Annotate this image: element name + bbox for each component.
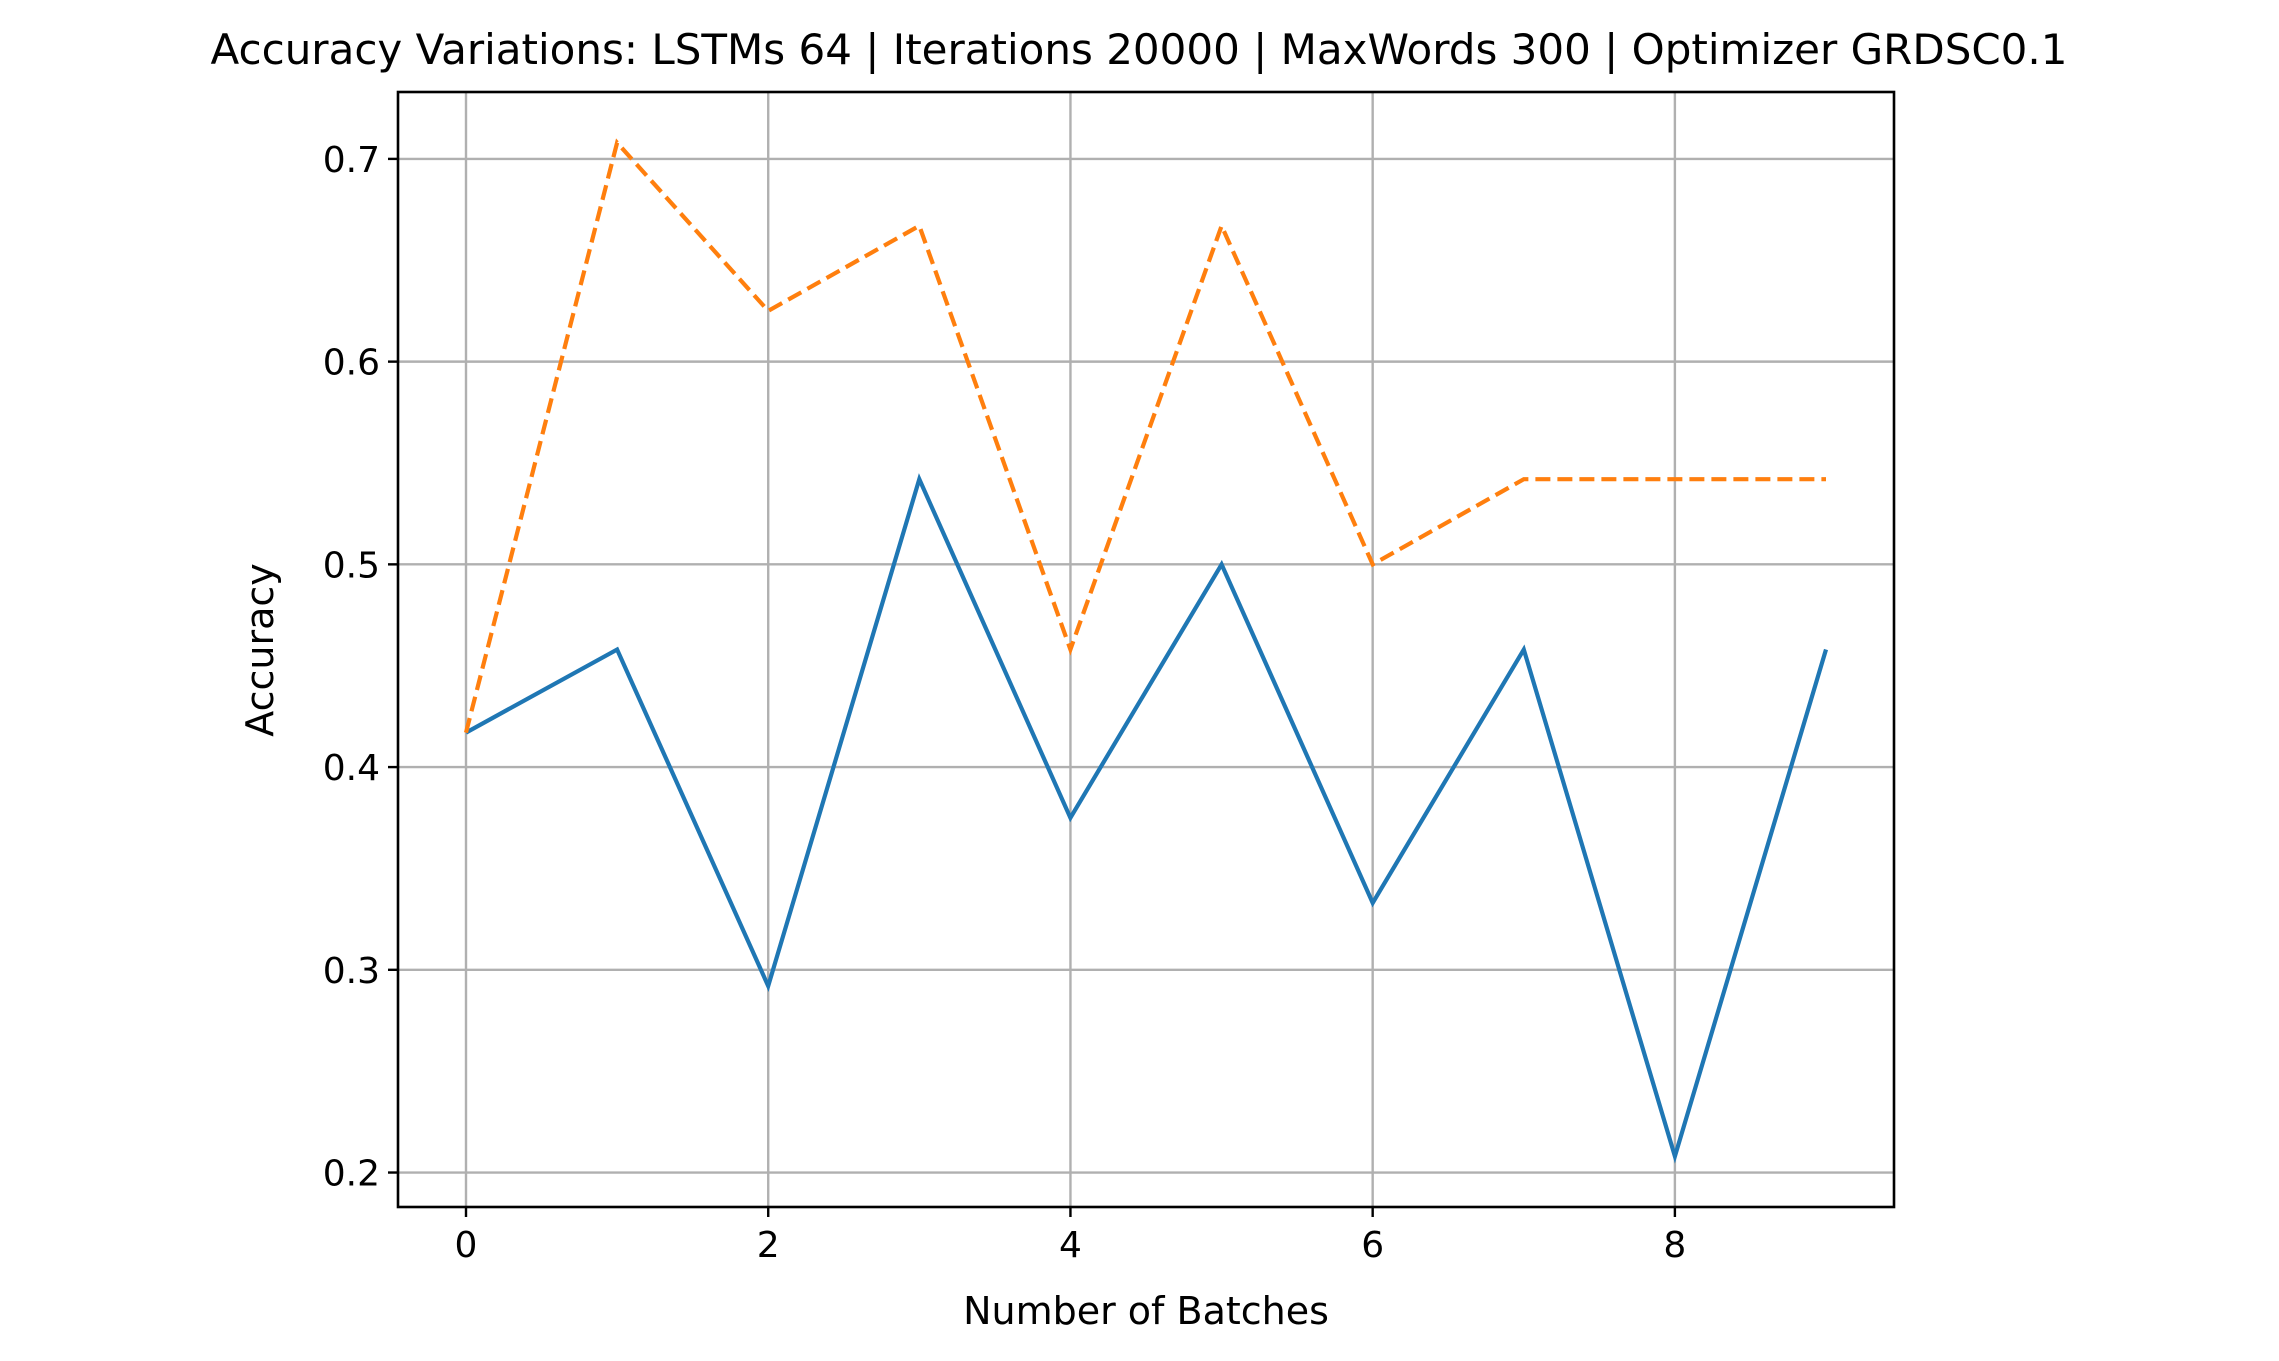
x-tick-label: 2 <box>757 1225 780 1266</box>
y-axis-label: Accuracy <box>238 563 282 737</box>
y-tick-label: 0.4 <box>323 748 380 789</box>
y-tick-label: 0.5 <box>323 545 380 586</box>
x-tick-label: 4 <box>1059 1225 1082 1266</box>
x-tick-label: 8 <box>1663 1225 1686 1266</box>
axis-ticks: 0 2 4 6 8 0.2 0.3 0.4 0.5 0.6 0.7 <box>323 140 1687 1266</box>
x-tick-label: 6 <box>1361 1225 1384 1266</box>
x-tick-label: 0 <box>455 1225 478 1266</box>
y-tick-label: 0.2 <box>323 1154 380 1195</box>
series-line-solid <box>464 473 1829 1164</box>
y-tick-label: 0.7 <box>323 140 380 181</box>
x-axis-label: Number of Batches <box>963 1289 1329 1333</box>
grid-lines <box>398 92 1894 1207</box>
y-tick-label: 0.6 <box>323 343 380 384</box>
y-tick-label: 0.3 <box>323 951 380 992</box>
chart-title: Accuracy Variations: LSTMs 64 | Iteratio… <box>211 25 2068 74</box>
series-lines <box>463 138 1829 1164</box>
plot-frame <box>396 90 1896 1209</box>
series-line-dashed <box>463 138 1826 734</box>
